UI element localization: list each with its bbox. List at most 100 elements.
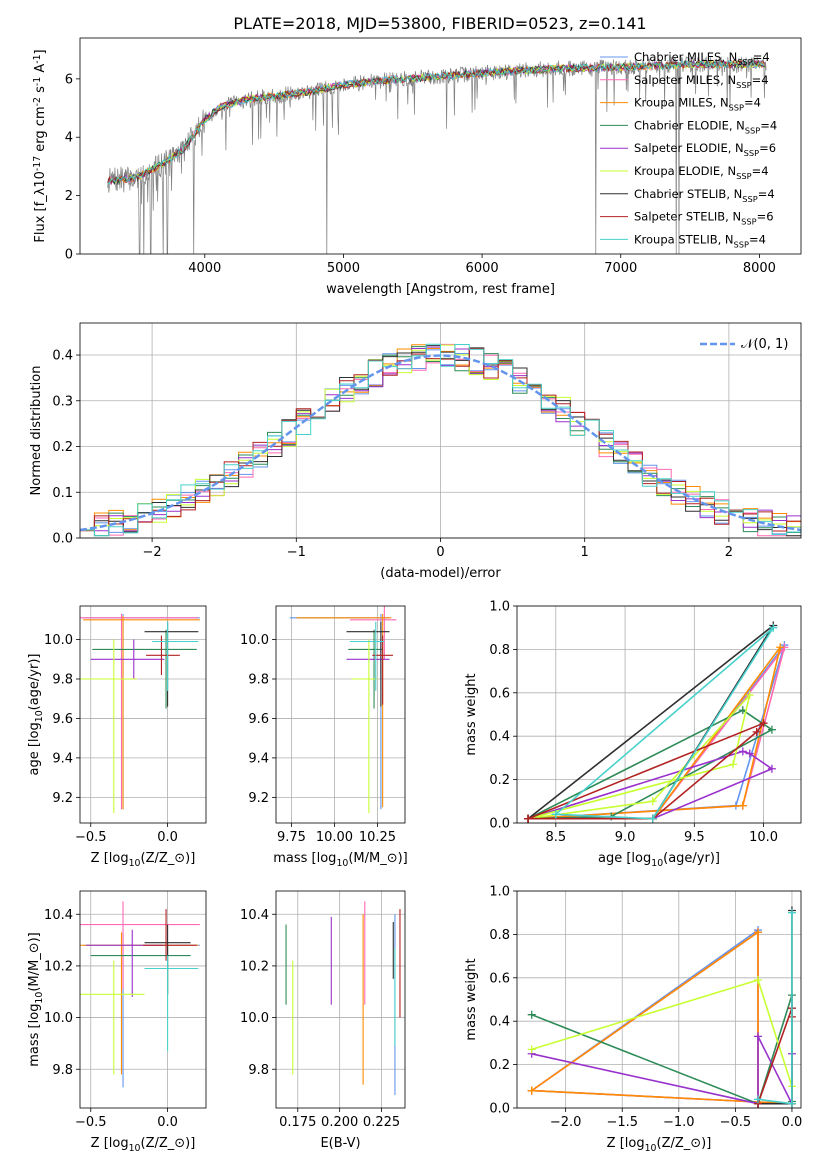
weight-marker-stelib-salpeter (524, 814, 533, 823)
x-tick-label: 0.200 (321, 1115, 358, 1130)
weight-line-miles-chabrier (531, 928, 792, 1105)
axes-frame (79, 890, 207, 1109)
plot-area (80, 343, 801, 537)
y-axis-label: Flux [f_λ10-17 erg cm-2 s-1 A-1] (32, 49, 48, 242)
plot-area (107, 56, 767, 254)
y-axis-label: mass weight (464, 673, 479, 755)
x-axis-label: Z [log10(Z/Z_⊙)] (91, 1136, 196, 1154)
x-axis-label: age [log10(age/yr)] (598, 851, 720, 869)
x-tick-label: 1 (581, 545, 589, 560)
panel-mass-vs-Z: −0.5 0.0 9.8 10.0 10.2 10.4 Z [log10(Z/Z_⊙)] ma… (27, 890, 207, 1154)
y-tick-label: 10.2 (44, 959, 73, 974)
y-tick-label: 10.0 (44, 633, 73, 648)
weight-line-miles-salpeter (531, 930, 792, 1105)
y-axis-label: mass weight (464, 958, 479, 1040)
x-axis-label: E(B-V) (320, 1136, 360, 1151)
histogram-miles-salpeter (80, 343, 801, 537)
y-tick-label: 10.2 (240, 959, 269, 974)
y-tick-label: 1.0 (489, 600, 510, 615)
x-axis-label: Z [log10(Z/Z_⊙)] (607, 1136, 712, 1154)
weight-line-elodie-salpeter (531, 1036, 793, 1105)
y-tick-label: 0.2 (52, 440, 73, 455)
y-tick-label: 0.0 (489, 817, 510, 832)
x-tick-label: 0.0 (157, 830, 178, 845)
y-tick-label: 9.4 (248, 751, 269, 766)
axes-frame (275, 605, 406, 824)
x-tick-label: 2 (725, 545, 733, 560)
plot-area (80, 613, 200, 814)
panel-age-vs-mass: 9.75 10.00 10.25 9.2 9.4 9.6 9.8 10.0 mass [log1… (240, 605, 408, 869)
x-axis-label: Z [log10(Z/Z_⊙)] (91, 851, 196, 869)
x-tick-label: 9.5 (684, 830, 705, 845)
x-tick-label: −2 (143, 545, 162, 560)
plot-area (524, 621, 789, 823)
plot-area (80, 901, 200, 1088)
y-tick-label: 0.4 (52, 349, 73, 364)
weight-line-stelib-kroupa (757, 912, 793, 1105)
x-tick-label: 0.175 (279, 1115, 316, 1130)
weight-line-stelib-salpeter (757, 1007, 793, 1104)
weight-line-stelib-chabrier (758, 910, 793, 1105)
weight-marker-miles-kroupa (776, 643, 785, 652)
weight-line-elodie-chabrier (531, 994, 793, 1105)
y-tick-label: 9.2 (248, 791, 269, 806)
y-tick-label: 0.2 (489, 773, 510, 788)
axes-frame (79, 605, 207, 824)
y-tick-label: 10.0 (240, 1011, 269, 1026)
x-tick-label: 0.0 (782, 1115, 803, 1130)
weight-marker-stelib-kroupa (551, 810, 560, 819)
legend-label: Chabrier ELODIE, NSSP=4 (634, 118, 777, 135)
weight-marker-miles-kroupa (754, 928, 763, 937)
y-tick-label: 0.3 (52, 394, 73, 409)
weight-marker-elodie-kroupa (729, 760, 738, 769)
x-tick-label: 0.225 (363, 1115, 400, 1130)
x-tick-label: 9.75 (277, 830, 306, 845)
x-tick-label: 5000 (327, 261, 360, 276)
plot-area (527, 906, 796, 1108)
panel-mass-vs-ebv: 0.175 0.200 0.225 9.8 10.0 10.2 10.4 E(B-V) (240, 890, 406, 1151)
x-tick-label: −1.0 (663, 1115, 695, 1130)
legend-label: Chabrier MILES, NSSP=4 (634, 50, 770, 67)
y-tick-label: 0.6 (489, 971, 510, 986)
y-tick-label: 9.2 (52, 791, 73, 806)
x-tick-label: −0.5 (75, 830, 107, 845)
y-tick-label: 1.0 (489, 885, 510, 900)
x-tick-label: 0 (436, 545, 444, 560)
x-tick-label: 10.25 (359, 830, 396, 845)
x-tick-label: 9.0 (615, 830, 636, 845)
weight-marker-elodie-salpeter (738, 747, 747, 756)
y-tick-label: 0.1 (52, 486, 73, 501)
x-axis-label: mass [log10(M/M_⊙)] (273, 851, 408, 869)
weight-marker-stelib-kroupa (648, 814, 657, 823)
plot-area (289, 606, 397, 814)
x-axis-label: (data-model)/error (380, 566, 501, 581)
y-axis-label: age [log10(age/yr)] (27, 654, 45, 776)
weight-marker-elodie-chabrier (527, 1010, 536, 1019)
y-tick-label: 0 (65, 248, 73, 263)
weight-marker-stelib-kroupa (769, 623, 778, 632)
axes-frame (79, 37, 802, 255)
y-tick-label: 10.4 (240, 908, 269, 923)
legend-label: 𝒩(0, 1) (741, 337, 788, 352)
weight-marker-stelib-salpeter (759, 719, 768, 728)
weight-line-stelib-chabrier (527, 624, 774, 820)
x-tick-label: 10.00 (316, 830, 353, 845)
x-tick-label: 0.0 (157, 1115, 178, 1130)
y-tick-label: 0.6 (489, 686, 510, 701)
weight-marker-miles-kroupa (527, 1086, 536, 1095)
y-tick-label: 0.8 (489, 643, 510, 658)
weight-line-miles-kroupa (531, 930, 792, 1105)
x-tick-label: −1 (287, 545, 306, 560)
panel-residuals: 𝒩(0, 1) −2 −1 0 1 2 0.0 0.1 0.2 0.3 0.4 (data-model… (29, 322, 802, 581)
legend-label: Chabrier STELIB, NSSP=4 (634, 187, 775, 204)
y-tick-label: 10.0 (240, 633, 269, 648)
weight-line-stelib-kroupa (555, 627, 774, 820)
x-tick-label: −1.5 (606, 1115, 638, 1130)
y-tick-label: 9.8 (248, 672, 269, 687)
x-tick-label: −2.0 (550, 1115, 582, 1130)
legend-label: Kroupa ELODIE, NSSP=4 (634, 164, 769, 181)
weight-marker-stelib-salpeter (752, 727, 761, 736)
weight-marker-stelib-kroupa (787, 1099, 796, 1108)
x-tick-label: 8.5 (545, 830, 566, 845)
